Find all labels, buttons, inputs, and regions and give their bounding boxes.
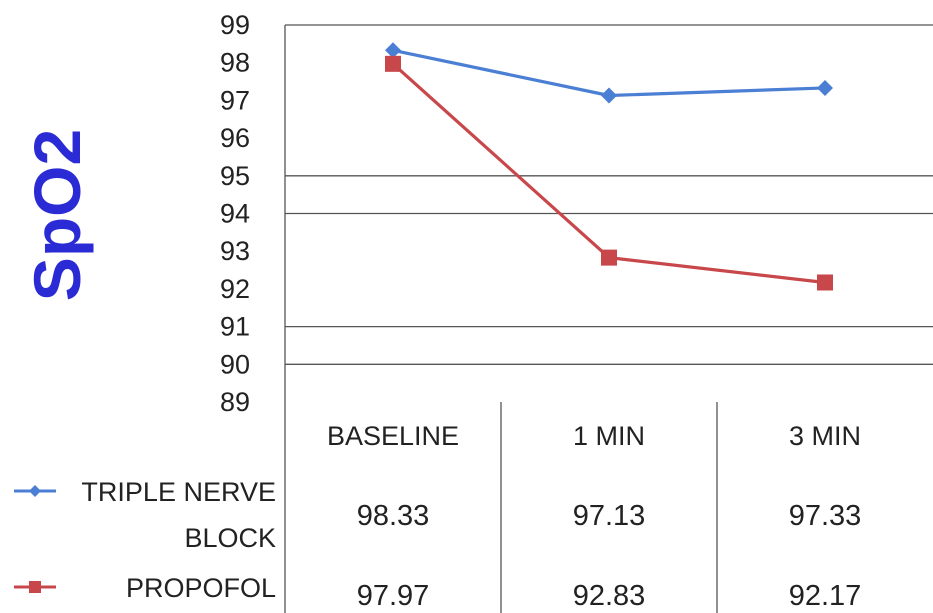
- y-tick-label: 93: [220, 236, 250, 266]
- y-tick-label: 97: [220, 85, 250, 115]
- data-table-value: 98.33: [357, 500, 430, 532]
- data-table: BASELINE 1 MIN 3 MIN 98.33 97.13 97.33 TRIPLE …: [14, 402, 861, 613]
- y-tick-label: 94: [220, 199, 250, 229]
- y-axis-title: SpO2: [20, 129, 94, 301]
- category-label: BASELINE: [327, 421, 459, 451]
- legend-label: BLOCK: [184, 523, 276, 553]
- data-point: [817, 79, 833, 96]
- category-label: 1 MIN: [573, 421, 645, 451]
- data-table-value: 92.83: [573, 580, 646, 612]
- data-table-value: 97.33: [789, 500, 862, 532]
- legend-marker: [29, 581, 41, 593]
- y-tick-label: 98: [220, 48, 250, 78]
- y-tick-label: 95: [220, 161, 250, 191]
- series-lines: [385, 42, 833, 291]
- data-point: [601, 249, 617, 266]
- y-tick-label: 99: [220, 10, 250, 40]
- legend-marker: [29, 485, 41, 497]
- data-point: [601, 87, 617, 104]
- data-point: [817, 274, 833, 291]
- category-label: 3 MIN: [789, 421, 861, 451]
- gridlines: [284, 24, 933, 613]
- data-table-value: 97.97: [357, 580, 430, 612]
- y-axis-title-group: SpO2: [20, 129, 94, 301]
- legend-label: TRIPLE NERVE: [81, 477, 276, 507]
- data-point: [385, 42, 401, 59]
- data-table-value: 92.17: [789, 580, 862, 612]
- y-tick-label: 90: [220, 349, 250, 379]
- y-tick-label: 89: [220, 387, 250, 417]
- y-tick-label: 92: [220, 274, 250, 304]
- y-axis-ticks: 89 90 91 92 93 94 95 96 97 98 99: [220, 10, 250, 417]
- y-tick-label: 96: [220, 123, 250, 153]
- legend-label: PROPOFOL: [126, 573, 276, 603]
- data-table-value: 97.13: [573, 500, 646, 532]
- y-tick-label: 91: [220, 312, 250, 342]
- data-point: [385, 55, 401, 72]
